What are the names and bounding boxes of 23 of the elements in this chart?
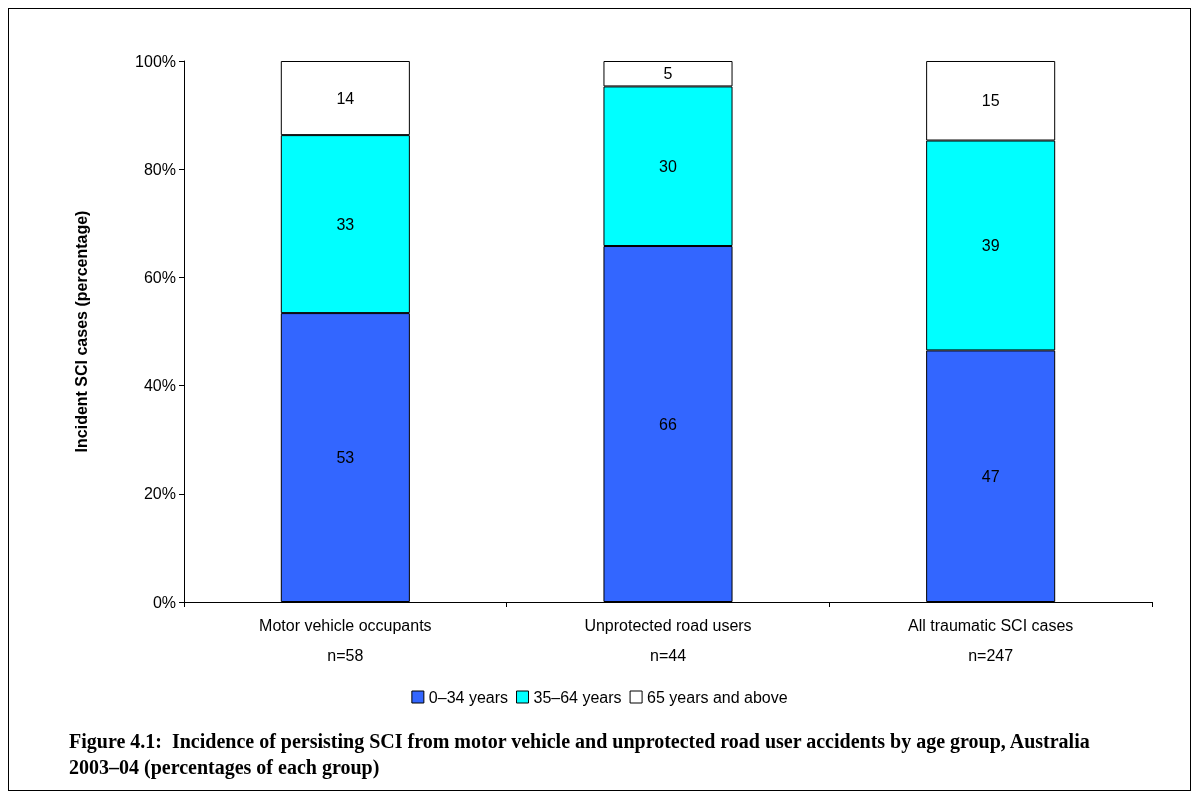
data-label: 30 [659,157,677,175]
y-tick-label: 80% [143,160,176,178]
data-label: 33 [336,215,355,233]
y-tick-label: 20% [143,485,176,503]
legend-label: 0–34 years [428,688,509,706]
data-label: 15 [981,92,1000,110]
y-tick-label: 100% [135,52,176,70]
data-label: 39 [981,236,1000,254]
x-tick-label: Unprotected road users n=44 [584,616,752,664]
data-label: 66 [659,415,677,433]
data-label: 53 [336,449,355,467]
x-tick-label: Motor vehicle occupants n=58 [259,616,432,664]
y-axis-title: Incident SCI cases (percentage) [72,210,90,453]
x-tick-label: All traumatic SCI cases n=247 [907,616,1074,664]
y-tick-label: 60% [143,268,176,286]
y-tick-label: 0% [152,593,176,611]
y-tick-label: 40% [143,377,176,395]
legend-label: 65 years and above [647,688,788,706]
data-label: 14 [336,89,355,107]
legend-label: 35–64 years [533,688,622,706]
text: Figure 4.1: Incidence of persisting SCI from motor vehicle and unprotected road user accidents by age group, Australia 2003–04 (percentages of each group) [69,730,1095,779]
data-label: 47 [981,467,1000,485]
data-label: 5 [663,65,673,83]
